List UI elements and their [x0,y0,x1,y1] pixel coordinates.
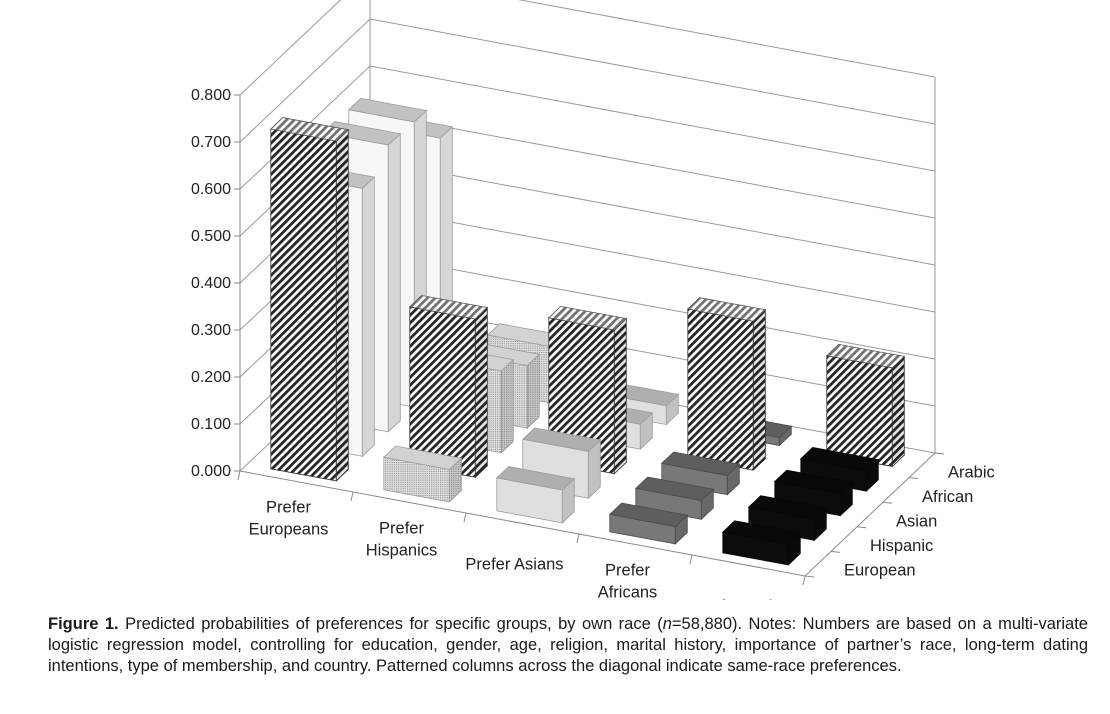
bar-top-face [686,297,767,322]
bar-front-face [270,128,337,482]
bar-asian-4 [660,451,741,496]
y-tick-label: 0.100 [191,416,231,433]
chart-bars [269,97,906,566]
bar-top-face [382,445,463,470]
bar-front-face [687,308,754,471]
y-tick-label: 0.800 [191,87,231,104]
bar-top-face [321,121,402,146]
bar-side-shade [449,458,462,502]
depth-tick [804,575,815,578]
x-tick [802,575,806,586]
bar-top-face [747,495,828,520]
x-axis: Prefer Europeans Prefer Hispanics Prefer Asi… [237,470,806,601]
bar-hispanic-5 [747,495,828,542]
depth-tick [934,452,945,455]
bar-side-shade [336,129,349,481]
y-tick-label: 0.700 [191,134,231,151]
bar-top-face [721,520,802,545]
bar-top-face [547,305,628,331]
y-axis: 0.000 0.100 0.200 0.300 0.400 0.500 0.600 0.700… [191,87,240,480]
bar-top-shade [409,295,488,319]
bar-top-face [269,117,350,142]
x-tick-label: Prefer Hispanics [366,520,438,560]
bar-hispanic-4 [634,476,715,521]
bar-top-face [825,343,906,369]
x-tick [350,491,354,502]
bar-hispanic-2 [408,295,489,479]
bar-european-3 [495,466,576,524]
bar-top-face [495,466,576,491]
x-tick-label: Prefer Asians [465,556,563,574]
bar-front-face [826,355,893,467]
depth-label: Hispanic [870,537,933,555]
bar-european-1 [269,117,350,482]
depth-tick [882,501,893,504]
depth-label: Asian [896,513,937,531]
figure-caption: Figure 1. Predicted probabilities of pre… [48,614,1088,677]
chart-3d-columns: 0.000 0.100 0.200 0.300 0.400 0.500 0.600 0.700… [191,0,995,601]
caption-n: n [662,615,672,633]
bar-side-shade [527,354,540,429]
bar-african-4 [686,297,767,472]
y-tick-label: 0.000 [191,463,231,480]
bar-top-face [408,295,489,320]
bar-side-face [387,132,401,433]
x-tick-label: Prefer Europeans [249,499,329,539]
x-tick [463,512,467,523]
bar-side-shade [753,309,766,471]
bar-top-shade [270,117,349,142]
depth-label: African [922,488,973,506]
y-tick-label: 0.500 [191,228,231,245]
bar-european-5 [721,520,802,566]
depth-tick [830,550,841,553]
depth-tick [856,526,867,529]
bar-top-face [608,502,689,528]
bar-side-shade [892,356,905,467]
y-tick-label: 0.400 [191,275,231,292]
caption-text-2: =58,880). Notes: Numbers are based on a … [48,615,1088,675]
depth-label: European [844,562,916,580]
x-tick-label: Prefer Africans [598,562,658,601]
y-tick-label: 0.300 [191,322,231,339]
x-tick [237,470,241,481]
bar-arabic-5 [825,343,906,468]
y-tick-label: 0.200 [191,369,231,386]
bar-top-face [660,451,741,476]
bar-side-face [361,176,375,458]
bar-top-face [799,446,880,472]
depth-label: Arabic [948,463,995,481]
bar-side-shade [501,359,514,453]
x-tick-label: Prefer Arabs [695,598,787,601]
bar-top-face [521,427,602,452]
bar-top-face [634,476,715,501]
bar-top-shade [687,297,766,322]
bar-european-4 [608,502,689,545]
bar-top-face [773,469,854,495]
depth-tick [908,477,919,480]
bar-european-2 [382,445,463,503]
x-tick [689,554,693,565]
caption-label: Figure 1. [48,615,119,633]
y-tick-label: 0.600 [191,181,231,198]
gridline [239,0,936,96]
bar-top-face [347,97,428,123]
x-tick [576,533,580,544]
bar-top-shade [826,344,905,368]
bar-top-shade [548,306,627,330]
depth-axis: European Hispanic Asian African Arabic [804,452,995,580]
caption-text-1: Predicted probabilities of preferences f… [118,615,663,633]
bar-side-shade [614,318,627,474]
bar-side-shade [475,307,488,478]
